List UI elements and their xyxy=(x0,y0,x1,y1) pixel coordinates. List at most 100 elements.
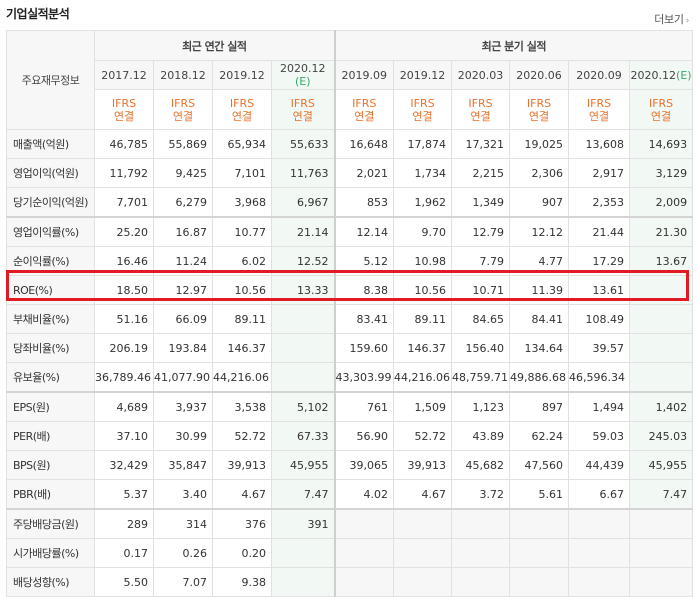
row-label: 주당배당금(원) xyxy=(6,508,95,539)
table-cell: 14,693 xyxy=(629,129,694,159)
table-cell: 46,785 xyxy=(94,129,154,159)
period-header: 2018.12 xyxy=(153,60,213,90)
table-cell: 6.67 xyxy=(568,479,631,510)
financial-summary-table: 주요재무정보 최근 연간 실적 최근 분기 실적 2017.12 2018.12 2… xyxy=(6,30,694,597)
table-cell: 39.57 xyxy=(568,333,631,363)
row-label: 시가배당률(%) xyxy=(6,538,95,568)
table-cell: 52.72 xyxy=(212,421,272,451)
more-link-label: 더보기 xyxy=(654,13,684,26)
ifrs-label: IFRS xyxy=(468,96,493,110)
row-label: 당기순이익(억원) xyxy=(6,187,95,218)
table-cell: 4,689 xyxy=(94,391,154,422)
table-cell: 1,402 xyxy=(629,391,694,422)
table-cell: 2,917 xyxy=(568,158,631,188)
table-cell: 30.99 xyxy=(153,421,213,451)
table-cell: 3,538 xyxy=(212,391,272,422)
table-cell: 289 xyxy=(94,508,154,539)
table-row: 매출액(억원) 46,785 55,869 65,934 55,633 16,648 17,… xyxy=(6,129,694,159)
ifrs-label: IFRS xyxy=(290,96,315,110)
period-label: 2020.12 xyxy=(630,68,677,82)
more-link[interactable]: 더보기 › xyxy=(654,11,689,27)
table-cell: 2,021 xyxy=(333,158,395,188)
period-header: 2019.12 xyxy=(393,60,453,90)
row-label: PER(배) xyxy=(6,421,95,451)
table-cell xyxy=(451,567,511,597)
period-label: 2019.09 xyxy=(341,68,388,82)
table-cell: 134.64 xyxy=(509,333,570,363)
table-cell: 43.89 xyxy=(451,421,511,451)
table-cell: 7.47 xyxy=(270,479,336,510)
consolidated-label: 연결 xyxy=(412,109,433,123)
table-cell: 5.61 xyxy=(509,479,570,510)
table-cell: 39,913 xyxy=(212,450,272,480)
table-cell: 1,349 xyxy=(451,187,511,218)
table-cell: 89.11 xyxy=(212,304,272,334)
table-cell: 55,869 xyxy=(153,129,213,159)
table-cell: 43,303.99 xyxy=(333,362,395,393)
table-cell: 51.16 xyxy=(94,304,154,334)
period-header: 2019.09 xyxy=(333,60,395,90)
ifrs-badge: IFRS 연결 xyxy=(212,89,272,130)
table-cell xyxy=(629,567,694,597)
table-cell: 49,886.68 xyxy=(509,362,570,393)
row-label: 매출액(억원) xyxy=(6,129,95,159)
row-label: 영업이익률(%) xyxy=(6,216,95,247)
period-label: 2018.12 xyxy=(160,68,206,82)
table-cell: 391 xyxy=(270,508,336,539)
ifrs-label: IFRS xyxy=(352,96,377,110)
ifrs-label: IFRS xyxy=(410,96,435,110)
table-cell xyxy=(451,508,511,539)
table-cell: 44,439 xyxy=(568,450,631,480)
table-row: 부채비율(%) 51.16 66.09 89.11 83.41 89.11 84.65 84.… xyxy=(6,304,694,334)
table-cell: 21.14 xyxy=(270,216,336,247)
table-row: 당좌비율(%) 206.19 193.84 146.37 159.60 146.37 156… xyxy=(6,333,694,363)
row-label: 유보율(%) xyxy=(6,362,95,393)
table-cell: 3.72 xyxy=(451,479,511,510)
table-cell: 44,216.06 xyxy=(212,362,272,393)
table-cell: 206.19 xyxy=(94,333,154,363)
table-cell xyxy=(333,538,395,568)
ifrs-badge: IFRS 연결 xyxy=(509,89,570,130)
table-cell: 6,279 xyxy=(153,187,213,218)
table-cell: 84.41 xyxy=(509,304,570,334)
table-cell: 2,009 xyxy=(629,187,694,218)
table-cell: 66.09 xyxy=(153,304,213,334)
table-cell: 32,429 xyxy=(94,450,154,480)
period-header: 2017.12 xyxy=(94,60,154,90)
table-cell: 59.03 xyxy=(568,421,631,451)
table-cell: 245.03 xyxy=(629,421,694,451)
period-label: 2020.09 xyxy=(576,68,622,82)
table-cell: 3,968 xyxy=(212,187,272,218)
table-row: EPS(원) 4,689 3,937 3,538 5,102 761 1,509 1,123 8… xyxy=(6,391,694,422)
table-row: 당기순이익(억원) 7,701 6,279 3,968 6,967 853 1,962 1,3… xyxy=(6,187,694,218)
ifrs-badge: IFRS 연결 xyxy=(153,89,213,130)
table-cell: 11,763 xyxy=(270,158,336,188)
ifrs-badge: IFRS 연결 xyxy=(393,89,453,130)
table-cell: 907 xyxy=(509,187,570,218)
table-cell xyxy=(270,362,336,393)
table-cell: 2,306 xyxy=(509,158,570,188)
table-cell xyxy=(333,508,395,539)
table-cell: 4.67 xyxy=(393,479,453,510)
table-cell: 45,955 xyxy=(629,450,694,480)
table-cell: 39,065 xyxy=(333,450,395,480)
ifrs-badge: IFRS 연결 xyxy=(629,89,694,130)
row-label: 영업이익(억원) xyxy=(6,158,95,188)
table-cell: 193.84 xyxy=(153,333,213,363)
table-cell xyxy=(629,333,694,363)
table-cell: 1,509 xyxy=(393,391,453,422)
table-cell: 1,962 xyxy=(393,187,453,218)
table-cell: 11,792 xyxy=(94,158,154,188)
table-cell xyxy=(451,538,511,568)
table-cell: 13,608 xyxy=(568,129,631,159)
ifrs-label: IFRS xyxy=(170,96,196,110)
table-cell xyxy=(270,333,336,363)
table-cell: 5,102 xyxy=(270,391,336,422)
table-cell: 17,874 xyxy=(393,129,453,159)
table-cell xyxy=(393,508,453,539)
table-row: 시가배당률(%) 0.17 0.26 0.20 xyxy=(6,538,694,568)
ifrs-badge: IFRS 연결 xyxy=(333,89,395,130)
table-cell: 35,847 xyxy=(153,450,213,480)
annual-group-header: 최근 연간 실적 xyxy=(93,30,336,61)
period-header: 2019.12 xyxy=(212,60,272,90)
